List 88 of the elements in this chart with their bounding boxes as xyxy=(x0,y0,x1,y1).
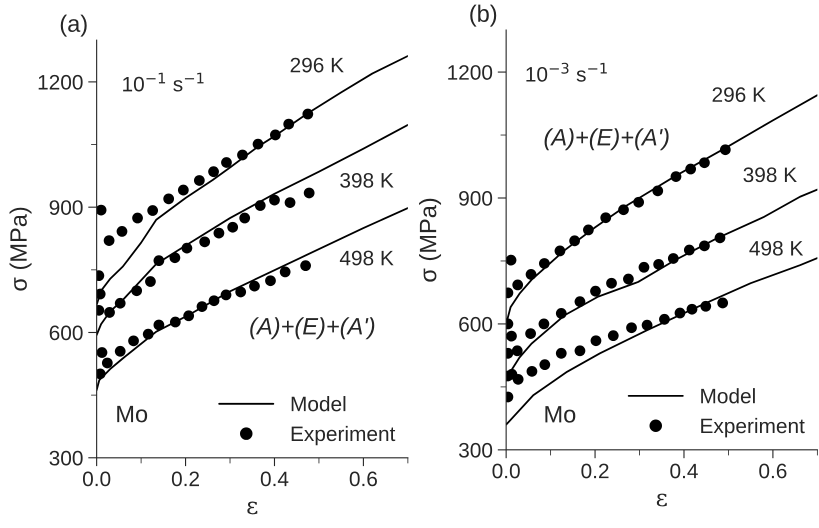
point xyxy=(590,335,602,346)
y-tick-label: 1200 xyxy=(38,74,83,90)
point xyxy=(178,184,189,196)
annotation: 498 K xyxy=(749,240,804,256)
point xyxy=(538,318,550,330)
y-tick-label: 900 xyxy=(50,200,83,215)
point xyxy=(525,328,536,339)
annotation: Mo xyxy=(117,406,148,422)
point xyxy=(512,345,523,356)
point xyxy=(280,266,291,278)
x-tick-label: 0.6 xyxy=(350,472,377,486)
legend-label: Model xyxy=(701,388,755,404)
point xyxy=(194,175,205,186)
annotation: (A)+(E)+(A') xyxy=(544,128,669,150)
point xyxy=(199,236,210,248)
point xyxy=(114,346,126,357)
x-tick-label: 0.6 xyxy=(759,464,786,478)
point xyxy=(300,260,311,272)
y-axis-title: σ (MPa) xyxy=(10,208,32,291)
point xyxy=(96,347,108,358)
point xyxy=(717,298,728,308)
annotation: 296 K xyxy=(712,87,766,102)
line-series xyxy=(506,188,818,382)
legend-label: Experiment xyxy=(701,418,805,438)
annotation: 398 K xyxy=(340,172,394,188)
x-tick-label: 0.0 xyxy=(492,464,520,478)
annotation: 10$^{−3}$ s$^{−1}$ xyxy=(526,62,607,82)
point xyxy=(102,358,113,368)
point xyxy=(512,280,524,290)
point xyxy=(104,235,114,246)
x-axis-title: ε xyxy=(247,502,258,514)
point xyxy=(653,258,664,270)
annotation: Mo xyxy=(545,406,576,423)
point xyxy=(269,194,280,206)
x-tick-label: 0.4 xyxy=(670,464,698,478)
annotation: 398 K xyxy=(743,167,797,182)
point xyxy=(590,286,601,297)
annotation: (A)+(E)+(A') xyxy=(250,317,374,340)
point xyxy=(512,374,524,385)
chart-title: (b) xyxy=(470,4,496,27)
point xyxy=(132,212,143,224)
x-tick-label: 0.4 xyxy=(260,472,288,486)
point xyxy=(239,212,250,224)
point xyxy=(556,348,567,359)
y-axis-title: σ (MPa) xyxy=(419,198,442,282)
point xyxy=(163,193,174,204)
y-tick-label: 600 xyxy=(50,325,83,340)
annotation: 296 K xyxy=(290,58,344,72)
point xyxy=(608,330,619,342)
point xyxy=(526,366,538,377)
point xyxy=(506,254,516,266)
y-tick-label: 900 xyxy=(459,191,492,206)
point xyxy=(208,166,219,178)
point xyxy=(265,275,276,286)
point xyxy=(147,205,158,216)
x-tick-label: 0.0 xyxy=(82,472,110,486)
x-axis-title: ε xyxy=(656,494,667,506)
point xyxy=(606,278,617,289)
x-tick-label: 0.2 xyxy=(581,464,608,478)
point xyxy=(284,197,296,208)
y-tick-label: 600 xyxy=(459,316,492,332)
point xyxy=(626,322,637,334)
point xyxy=(235,286,246,298)
point xyxy=(214,228,224,238)
line-series xyxy=(96,207,408,392)
point xyxy=(96,204,106,216)
point xyxy=(221,157,232,168)
point xyxy=(128,335,139,346)
point xyxy=(154,320,164,330)
y-tick-label: 300 xyxy=(458,442,492,458)
annotation: 498 K xyxy=(340,250,394,266)
point xyxy=(227,222,238,233)
point xyxy=(623,274,634,284)
chart-title: (a) xyxy=(60,14,87,37)
point xyxy=(638,262,650,273)
legend-label: Model xyxy=(292,396,346,412)
y-tick-label: 1200 xyxy=(448,65,492,80)
point xyxy=(574,345,586,356)
point xyxy=(249,280,260,292)
legend-label: Experiment xyxy=(292,426,396,446)
point xyxy=(116,226,128,237)
point xyxy=(304,188,315,198)
y-tick-label: 300 xyxy=(49,450,83,466)
annotation: 10$^{−1}$ s$^{−1}$ xyxy=(123,72,204,92)
point xyxy=(539,359,550,370)
point xyxy=(145,276,156,287)
x-tick-label: 0.2 xyxy=(172,472,199,486)
point xyxy=(506,330,517,342)
